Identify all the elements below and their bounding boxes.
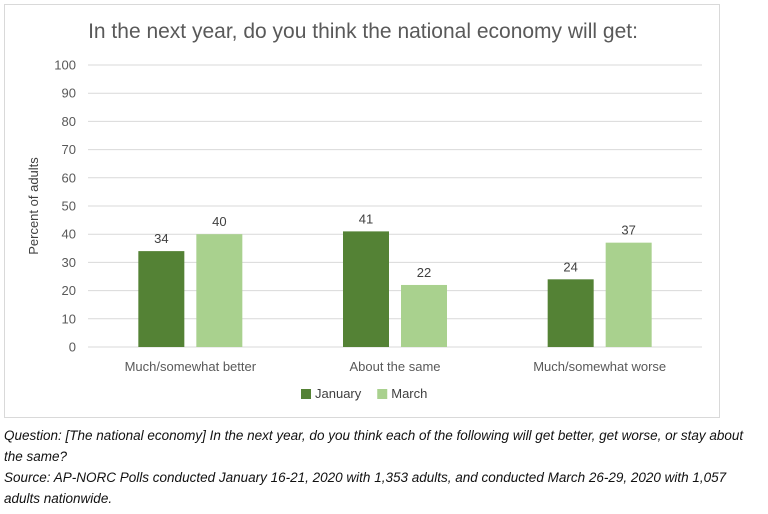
y-tick-label: 100	[54, 58, 76, 73]
source-text: Source: AP-NORC Polls conducted January …	[4, 470, 727, 506]
question-text: Question: [The national economy] In the …	[4, 428, 744, 464]
y-tick-label: 0	[69, 340, 76, 355]
category-label: Much/somewhat better	[125, 359, 257, 374]
y-tick-label: 60	[62, 170, 76, 185]
data-label: 40	[212, 214, 226, 229]
data-label: 22	[417, 265, 431, 280]
y-tick-label: 90	[62, 86, 76, 101]
y-tick-label: 40	[62, 227, 76, 242]
bar-march	[196, 234, 243, 347]
legend-swatch-january	[301, 389, 311, 399]
bar-january	[138, 251, 185, 347]
data-label: 37	[621, 223, 635, 238]
legend-swatch-march	[377, 389, 388, 399]
bar-march	[605, 242, 652, 347]
y-tick-label: 50	[62, 199, 76, 214]
legend-label: March	[391, 386, 427, 401]
category-label: About the same	[349, 359, 440, 374]
y-tick-label: 30	[62, 255, 76, 270]
data-label: 34	[154, 231, 168, 246]
y-axis-title: Percent of adults	[26, 157, 41, 255]
data-label: 24	[563, 259, 577, 274]
chart-title: In the next year, do you think the natio…	[88, 20, 638, 43]
chart-caption: Question: [The national economy] In the …	[4, 425, 764, 509]
bar-chart: 0 10 20 30 40 50 60 70 80 90 100 Percent of adults 3…	[26, 58, 702, 401]
y-tick-label: 10	[62, 311, 76, 326]
y-tick-label: 20	[62, 283, 76, 298]
y-tick-label: 80	[62, 114, 76, 129]
y-tick-label: 70	[62, 142, 76, 157]
chart-frame: 0 10 20 30 40 50 60 70 80 90 100 Percent of adults 3…	[4, 4, 720, 418]
bar-march	[401, 284, 447, 347]
bar-january	[343, 231, 389, 347]
legend-label: January	[315, 386, 362, 401]
data-label: 41	[359, 211, 373, 226]
category-label: Much/somewhat worse	[533, 359, 666, 374]
bar-january	[547, 279, 594, 347]
